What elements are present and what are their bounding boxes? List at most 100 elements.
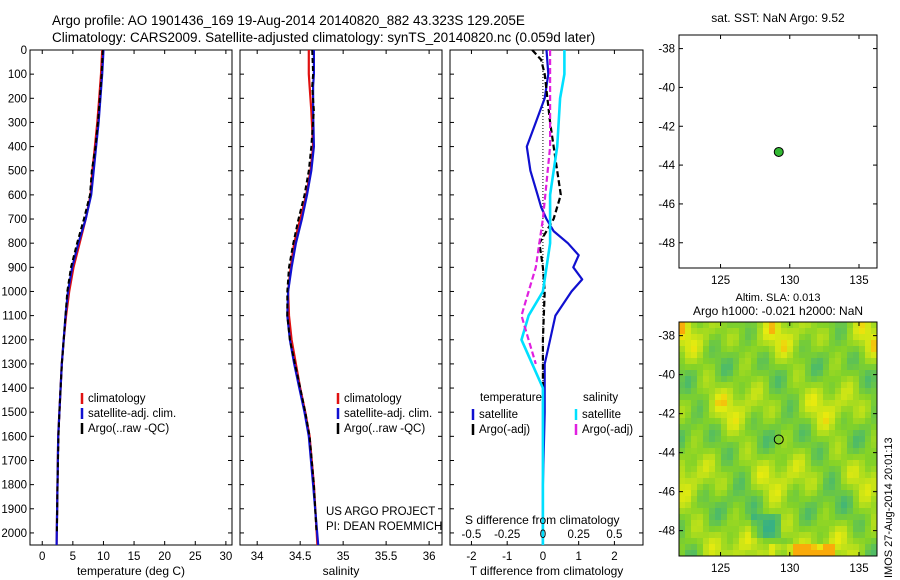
sla-heatmap-cell xyxy=(769,322,775,328)
sla-heatmap-cell xyxy=(727,412,733,418)
sla-heatmap-cell xyxy=(751,406,757,412)
sla-heatmap-cell xyxy=(805,448,811,454)
sla-heatmap-cell xyxy=(733,544,739,550)
sla-heatmap-cell xyxy=(715,514,721,520)
sla-heatmap-cell xyxy=(679,544,685,550)
sla-heatmap-cell xyxy=(721,496,727,502)
sla-heatmap-cell xyxy=(781,484,787,490)
sla-heatmap-cell xyxy=(709,544,715,550)
sla-heatmap-cell xyxy=(763,340,769,346)
sla-heatmap-cell xyxy=(757,514,763,520)
sla-heatmap-cell xyxy=(799,382,805,388)
sla-heatmap-cell xyxy=(853,526,859,532)
sla-heatmap-cell xyxy=(787,388,793,394)
sla-heatmap-cell xyxy=(847,358,853,364)
sla-heatmap-cell xyxy=(775,550,781,556)
sla-heatmap-cell xyxy=(733,448,739,454)
sla-map-subtitle: Argo h1000: -0.021 h2000: NaN xyxy=(693,304,863,318)
sla-heatmap-cell xyxy=(817,532,823,538)
sla-heatmap-cell xyxy=(853,544,859,550)
sla-heatmap-cell xyxy=(847,430,853,436)
sla-heatmap-cell xyxy=(685,496,691,502)
sla-heatmap-cell xyxy=(817,466,823,472)
sla-heatmap-cell xyxy=(841,544,847,550)
sla-heatmap-cell xyxy=(721,544,727,550)
sla-heatmap-cell xyxy=(709,400,715,406)
sla-heatmap-cell xyxy=(697,514,703,520)
sla-heatmap-cell xyxy=(727,544,733,550)
sla-heatmap-cell xyxy=(847,484,853,490)
sla-heatmap-cell xyxy=(745,370,751,376)
sla-heatmap-cell xyxy=(853,424,859,430)
sla-heatmap-cell xyxy=(709,406,715,412)
sla-heatmap-cell xyxy=(817,484,823,490)
sla-heatmap-cell xyxy=(739,550,745,556)
sla-heatmap-cell xyxy=(751,418,757,424)
sla-heatmap-cell xyxy=(823,424,829,430)
sla-heatmap-cell xyxy=(685,346,691,352)
sla-heatmap-cell xyxy=(817,550,823,556)
sla-heatmap-cell xyxy=(733,478,739,484)
sla-heatmap-cell xyxy=(679,442,685,448)
sla-heatmap-cell xyxy=(805,520,811,526)
sla-heatmap-cell xyxy=(787,448,793,454)
sla-heatmap-cell xyxy=(871,472,877,478)
sla-heatmap-cell xyxy=(763,388,769,394)
sla-heatmap-cell xyxy=(847,478,853,484)
sla-heatmap-cell xyxy=(799,496,805,502)
sla-heatmap-cell xyxy=(685,472,691,478)
sla-heatmap-cell xyxy=(835,388,841,394)
sla-heatmap-cell xyxy=(793,328,799,334)
sla-heatmap-cell xyxy=(703,364,709,370)
sla-heatmap-cell xyxy=(715,508,721,514)
sla-heatmap-cell xyxy=(691,340,697,346)
sla-heatmap-cell xyxy=(823,490,829,496)
sla-heatmap-cell xyxy=(853,346,859,352)
sla-heatmap-cell xyxy=(751,340,757,346)
sla-heatmap-cell xyxy=(685,442,691,448)
sla-heatmap-cell xyxy=(823,454,829,460)
sla-heatmap-cell xyxy=(841,406,847,412)
sla-heatmap-cell xyxy=(703,538,709,544)
sla-heatmap-cell xyxy=(775,484,781,490)
sla-heatmap-cell xyxy=(697,526,703,532)
sla-heatmap-cell xyxy=(865,412,871,418)
sla-heatmap-cell xyxy=(841,370,847,376)
sla-heatmap-cell xyxy=(739,460,745,466)
sla-heatmap-cell xyxy=(751,394,757,400)
sla-heatmap-cell xyxy=(859,382,865,388)
sla-heatmap-cell xyxy=(799,430,805,436)
sla-heatmap-cell xyxy=(805,460,811,466)
sla-heatmap-cell xyxy=(739,340,745,346)
sla-heatmap-cell xyxy=(787,544,793,550)
sla-heatmap-cell xyxy=(847,544,853,550)
sla-heatmap-cell xyxy=(715,340,721,346)
sla-heatmap-cell xyxy=(697,490,703,496)
sla-heatmap-cell xyxy=(829,448,835,454)
sla-heatmap-cell xyxy=(865,502,871,508)
sla-heatmap-cell xyxy=(853,490,859,496)
sla-heatmap-cell xyxy=(817,400,823,406)
sla-heatmap-cell xyxy=(739,544,745,550)
sla-heatmap-cell xyxy=(757,364,763,370)
sla-heatmap-cell xyxy=(823,526,829,532)
sla-heatmap-cell xyxy=(781,358,787,364)
sla-heatmap-cell xyxy=(751,508,757,514)
sla-heatmap-cell xyxy=(847,418,853,424)
sla-heatmap-cell xyxy=(835,394,841,400)
sla-heatmap-cell xyxy=(865,466,871,472)
sla-heatmap-cell xyxy=(733,472,739,478)
sla-heatmap-cell xyxy=(685,544,691,550)
sla-heatmap-cell xyxy=(757,400,763,406)
sla-heatmap-cell xyxy=(775,436,781,442)
sla-heatmap-cell xyxy=(697,430,703,436)
sla-heatmap-cell xyxy=(841,532,847,538)
sla-heatmap-cell xyxy=(787,436,793,442)
sla-heatmap-cell xyxy=(697,508,703,514)
timestamp-stamp: IMOS 27-Aug-2014 20:01:13 xyxy=(883,437,895,578)
sla-heatmap-cell xyxy=(685,394,691,400)
sla-heatmap-cell xyxy=(859,436,865,442)
sla-heatmap-cell xyxy=(829,400,835,406)
sla-heatmap-cell xyxy=(787,376,793,382)
sla-heatmap-cell xyxy=(763,358,769,364)
